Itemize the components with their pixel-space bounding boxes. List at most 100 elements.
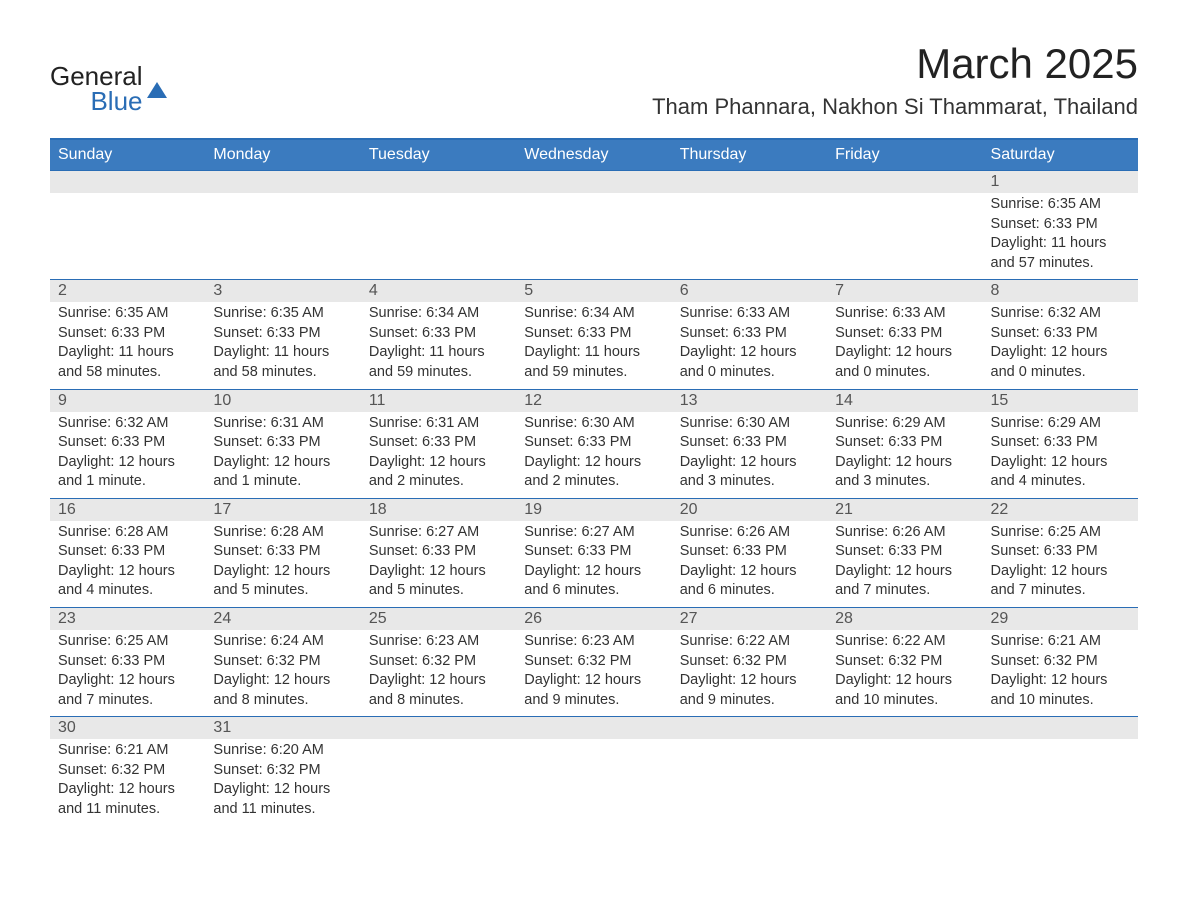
day-cell: Sunrise: 6:22 AMSunset: 6:32 PMDaylight:…: [827, 630, 982, 717]
daynum-cell: [672, 171, 827, 194]
sunset-text: Sunset: 6:33 PM: [369, 433, 508, 453]
day-content: Sunrise: 6:22 AMSunset: 6:32 PMDaylight:…: [827, 630, 982, 716]
sunset-text: Sunset: 6:32 PM: [213, 761, 352, 781]
sunset-text: Sunset: 6:32 PM: [835, 652, 974, 672]
daynum-cell: 18: [361, 498, 516, 521]
day-cell: Sunrise: 6:30 AMSunset: 6:33 PMDaylight:…: [672, 412, 827, 499]
daylight-text: Daylight: 12 hours and 8 minutes.: [369, 671, 508, 710]
day-content: Sunrise: 6:27 AMSunset: 6:33 PMDaylight:…: [361, 521, 516, 607]
sunrise-text: Sunrise: 6:31 AM: [369, 414, 508, 434]
sunset-text: Sunset: 6:33 PM: [213, 433, 352, 453]
day-cell: Sunrise: 6:35 AMSunset: 6:33 PMDaylight:…: [205, 302, 360, 389]
sunrise-text: Sunrise: 6:28 AM: [213, 523, 352, 543]
weekday-header: Friday: [827, 139, 982, 171]
sunrise-text: Sunrise: 6:35 AM: [213, 304, 352, 324]
day-content: Sunrise: 6:32 AMSunset: 6:33 PMDaylight:…: [50, 412, 205, 498]
daynum-cell: 2: [50, 280, 205, 303]
sunset-text: Sunset: 6:32 PM: [680, 652, 819, 672]
logo-line2: Blue: [50, 89, 143, 114]
weekday-header: Sunday: [50, 139, 205, 171]
day-number: 24: [205, 608, 360, 630]
day-number: [516, 171, 671, 193]
daylight-text: Daylight: 11 hours and 57 minutes.: [991, 234, 1130, 273]
day-cell: Sunrise: 6:20 AMSunset: 6:32 PMDaylight:…: [205, 739, 360, 825]
day-content: Sunrise: 6:30 AMSunset: 6:33 PMDaylight:…: [516, 412, 671, 498]
day-cell: Sunrise: 6:21 AMSunset: 6:32 PMDaylight:…: [50, 739, 205, 825]
daylight-text: Daylight: 12 hours and 1 minute.: [213, 453, 352, 492]
day-number: 6: [672, 280, 827, 302]
day-content: Sunrise: 6:35 AMSunset: 6:33 PMDaylight:…: [983, 193, 1138, 279]
daynum-cell: 13: [672, 389, 827, 412]
sunrise-text: Sunrise: 6:20 AM: [213, 741, 352, 761]
day-content: [50, 193, 205, 221]
daylight-text: Daylight: 12 hours and 4 minutes.: [58, 562, 197, 601]
day-content: Sunrise: 6:20 AMSunset: 6:32 PMDaylight:…: [205, 739, 360, 825]
day-cell: Sunrise: 6:34 AMSunset: 6:33 PMDaylight:…: [516, 302, 671, 389]
sunset-text: Sunset: 6:32 PM: [213, 652, 352, 672]
day-number: 20: [672, 499, 827, 521]
sunrise-text: Sunrise: 6:21 AM: [58, 741, 197, 761]
daylight-text: Daylight: 11 hours and 58 minutes.: [213, 343, 352, 382]
sunrise-text: Sunrise: 6:34 AM: [369, 304, 508, 324]
sunrise-text: Sunrise: 6:34 AM: [524, 304, 663, 324]
daylight-text: Daylight: 12 hours and 5 minutes.: [369, 562, 508, 601]
daynum-cell: [205, 171, 360, 194]
daylight-text: Daylight: 11 hours and 59 minutes.: [524, 343, 663, 382]
sunrise-text: Sunrise: 6:33 AM: [835, 304, 974, 324]
daynum-cell: 10: [205, 389, 360, 412]
day-content: Sunrise: 6:25 AMSunset: 6:33 PMDaylight:…: [983, 521, 1138, 607]
day-cell: Sunrise: 6:21 AMSunset: 6:32 PMDaylight:…: [983, 630, 1138, 717]
daynum-cell: [361, 171, 516, 194]
weekday-header: Tuesday: [361, 139, 516, 171]
day-cell: [361, 739, 516, 825]
sunrise-text: Sunrise: 6:30 AM: [524, 414, 663, 434]
day-content: Sunrise: 6:25 AMSunset: 6:33 PMDaylight:…: [50, 630, 205, 716]
day-cell: Sunrise: 6:25 AMSunset: 6:33 PMDaylight:…: [50, 630, 205, 717]
daynum-row: 23242526272829: [50, 608, 1138, 631]
sunrise-text: Sunrise: 6:24 AM: [213, 632, 352, 652]
day-number: [672, 717, 827, 739]
sunrise-text: Sunrise: 6:26 AM: [835, 523, 974, 543]
calendar-table: SundayMondayTuesdayWednesdayThursdayFrid…: [50, 138, 1138, 826]
day-cell: Sunrise: 6:31 AMSunset: 6:33 PMDaylight:…: [205, 412, 360, 499]
daynum-cell: 17: [205, 498, 360, 521]
day-content: Sunrise: 6:35 AMSunset: 6:33 PMDaylight:…: [50, 302, 205, 388]
sunrise-text: Sunrise: 6:25 AM: [991, 523, 1130, 543]
daynum-cell: 14: [827, 389, 982, 412]
daynum-cell: 30: [50, 717, 205, 740]
sunset-text: Sunset: 6:33 PM: [680, 324, 819, 344]
sunset-text: Sunset: 6:33 PM: [524, 433, 663, 453]
title-block: March 2025 Tham Phannara, Nakhon Si Tham…: [652, 40, 1138, 130]
day-number: 10: [205, 390, 360, 412]
day-number: [361, 717, 516, 739]
day-cell: Sunrise: 6:29 AMSunset: 6:33 PMDaylight:…: [827, 412, 982, 499]
sunset-text: Sunset: 6:33 PM: [213, 542, 352, 562]
daylight-text: Daylight: 12 hours and 11 minutes.: [58, 780, 197, 819]
day-cell: Sunrise: 6:26 AMSunset: 6:33 PMDaylight:…: [827, 521, 982, 608]
day-number: [361, 171, 516, 193]
daylight-text: Daylight: 12 hours and 8 minutes.: [213, 671, 352, 710]
day-content: Sunrise: 6:29 AMSunset: 6:33 PMDaylight:…: [983, 412, 1138, 498]
sunrise-text: Sunrise: 6:35 AM: [991, 195, 1130, 215]
day-cell: [361, 193, 516, 280]
sunrise-text: Sunrise: 6:33 AM: [680, 304, 819, 324]
daylight-text: Daylight: 12 hours and 9 minutes.: [680, 671, 819, 710]
daylight-text: Daylight: 12 hours and 6 minutes.: [680, 562, 819, 601]
daynum-cell: 11: [361, 389, 516, 412]
day-content: Sunrise: 6:31 AMSunset: 6:33 PMDaylight:…: [361, 412, 516, 498]
day-cell: Sunrise: 6:22 AMSunset: 6:32 PMDaylight:…: [672, 630, 827, 717]
week-row: Sunrise: 6:35 AM Sunset: 6:33 PM Daylight:…: [50, 302, 1138, 389]
weekday-header: Wednesday: [516, 139, 671, 171]
sail-icon: [145, 78, 169, 102]
sunrise-text: Sunrise: 6:35 AM: [58, 304, 197, 324]
daynum-cell: 12: [516, 389, 671, 412]
weekday-header: Monday: [205, 139, 360, 171]
day-cell: Sunrise: 6:30 AMSunset: 6:33 PMDaylight:…: [516, 412, 671, 499]
day-cell: Sunrise: 6:28 AMSunset: 6:33 PMDaylight:…: [205, 521, 360, 608]
day-content: [672, 193, 827, 221]
sunrise-text: Sunrise: 6:25 AM: [58, 632, 197, 652]
sunset-text: Sunset: 6:32 PM: [58, 761, 197, 781]
daynum-cell: 4: [361, 280, 516, 303]
day-number: 23: [50, 608, 205, 630]
day-number: [827, 171, 982, 193]
